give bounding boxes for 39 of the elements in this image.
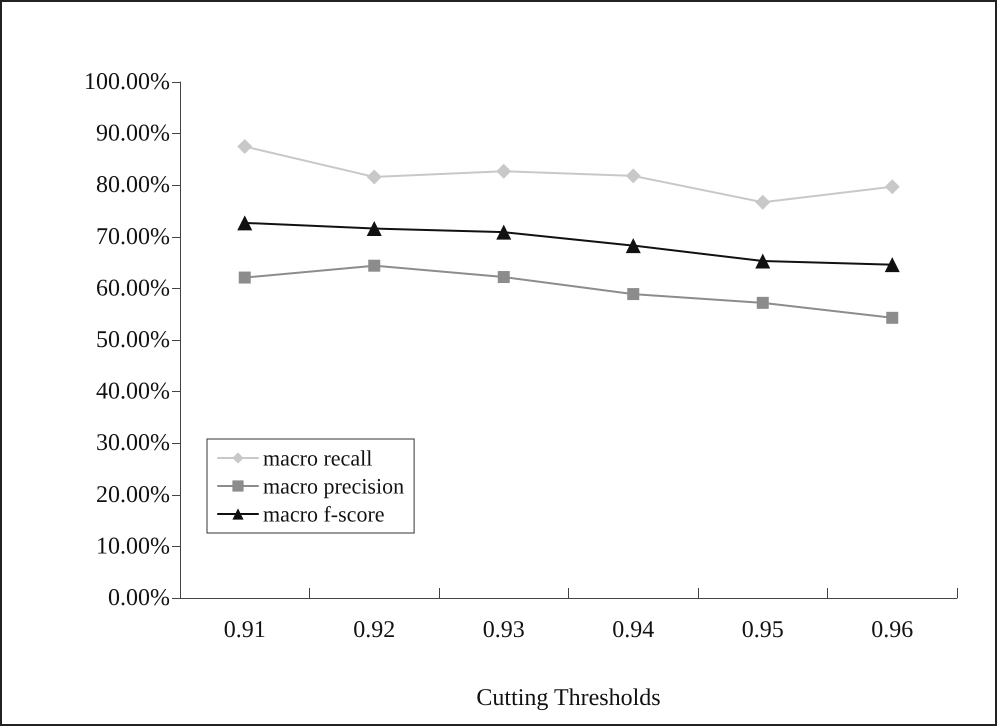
y-tick-label: 80.00% bbox=[96, 172, 170, 198]
point bbox=[496, 164, 512, 179]
x-tick-label: 0.91 bbox=[224, 617, 266, 643]
legend-label: macro f-score bbox=[263, 502, 385, 526]
x-tick-label: 0.96 bbox=[871, 617, 914, 643]
point bbox=[496, 224, 512, 240]
point bbox=[756, 296, 769, 309]
y-tick-label: 0.00% bbox=[108, 585, 170, 611]
point bbox=[626, 168, 641, 184]
y-tick-label: 20.00% bbox=[96, 482, 170, 508]
legend-label: macro precision bbox=[263, 474, 404, 498]
point bbox=[626, 238, 641, 254]
point bbox=[366, 221, 382, 236]
point bbox=[884, 257, 900, 272]
point bbox=[884, 179, 900, 194]
point bbox=[368, 260, 380, 272]
y-tick-label: 100.00% bbox=[84, 69, 170, 95]
x-tick-label: 0.92 bbox=[353, 617, 396, 643]
point bbox=[755, 254, 770, 269]
y-tick-label: 30.00% bbox=[96, 430, 170, 456]
y-tick-label: 70.00% bbox=[96, 224, 170, 250]
y-tick-label: 50.00% bbox=[96, 327, 170, 353]
y-tick-label: 90.00% bbox=[96, 120, 170, 147]
x-tick-label: 0.95 bbox=[742, 617, 784, 643]
x-tick-label: 0.93 bbox=[482, 617, 525, 643]
point bbox=[498, 271, 510, 284]
point bbox=[237, 139, 252, 154]
y-tick-label: 60.00% bbox=[96, 275, 170, 302]
point bbox=[237, 215, 252, 230]
x-tick-label: 0.94 bbox=[612, 617, 654, 643]
point bbox=[627, 288, 640, 300]
x-axis-title: Cutting Thresholds bbox=[476, 685, 661, 711]
point bbox=[238, 272, 251, 284]
point bbox=[755, 194, 770, 210]
point bbox=[366, 169, 382, 184]
y-tick-label: 40.00% bbox=[96, 378, 170, 405]
point bbox=[886, 312, 898, 324]
y-tick-label: 10.00% bbox=[96, 533, 170, 560]
legend-label: macro recall bbox=[263, 446, 372, 470]
